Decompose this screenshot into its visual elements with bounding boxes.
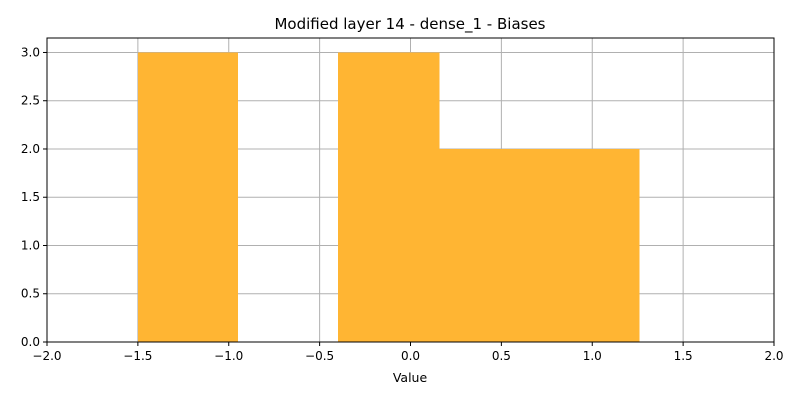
y-tick-label: 2.5 [21,94,40,108]
y-tick-label: 0.5 [21,287,40,301]
x-axis-ticks: −2.0 −1.5 −1.0 −0.5 0.0 0.5 1.0 1.5 2.0 [32,342,784,363]
x-tick-label: −1.5 [123,349,152,363]
y-tick-label: 0.0 [21,335,40,349]
histogram-bars [137,52,640,342]
x-tick-label: −1.0 [214,349,243,363]
y-tick-label: 2.0 [21,142,40,156]
histogram-bar [137,52,238,342]
histogram-bar [337,52,440,342]
x-tick-label: 0.0 [401,349,420,363]
x-tick-label: −2.0 [32,349,61,363]
x-tick-label: 2.0 [764,349,783,363]
y-tick-label: 1.5 [21,190,40,204]
y-tick-label: 1.0 [21,238,40,252]
y-tick-label: 3.0 [21,45,40,59]
x-tick-label: 0.5 [492,349,511,363]
x-axis-label: Value [393,370,428,385]
histogram-bar [439,148,540,342]
x-tick-label: 1.5 [674,349,693,363]
histogram-bar [539,148,640,342]
x-tick-label: 1.0 [583,349,602,363]
chart-title: Modified layer 14 - dense_1 - Biases [274,15,545,34]
x-tick-label: −0.5 [305,349,334,363]
y-axis-ticks: 0.0 0.5 1.0 1.5 2.0 2.5 3.0 [21,45,47,349]
